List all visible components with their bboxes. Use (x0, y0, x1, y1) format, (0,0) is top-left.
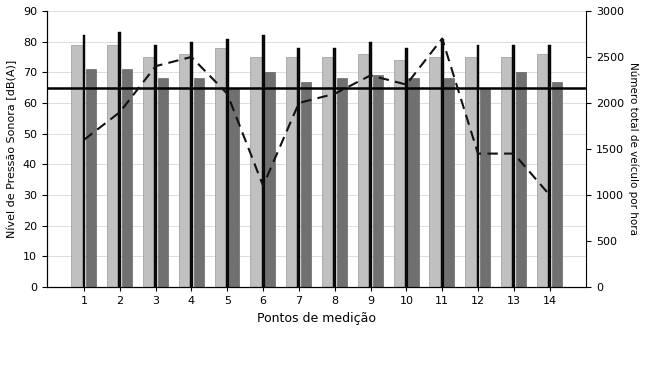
Bar (107, 45, 119, 287)
Bar (430, 57, 442, 287)
Bar (143, 57, 155, 287)
Bar (548, 45, 551, 287)
Y-axis label: Nível de Pressão Sonora [dB(A)]: Nível de Pressão Sonora [dB(A)] (7, 60, 17, 238)
Bar (122, 69, 132, 287)
Bar (512, 45, 515, 287)
Bar (230, 88, 239, 287)
Bar (297, 48, 301, 287)
Bar (119, 32, 121, 287)
Bar (408, 78, 419, 287)
Bar (537, 54, 550, 287)
Bar (301, 81, 311, 287)
Bar (337, 78, 347, 287)
Bar (194, 78, 204, 287)
Bar (501, 57, 513, 287)
Bar (265, 72, 275, 287)
Bar (72, 45, 84, 287)
Bar (441, 39, 444, 287)
Bar (322, 57, 335, 287)
Bar (262, 35, 264, 287)
Bar (480, 88, 490, 287)
Bar (154, 45, 157, 287)
Bar (179, 54, 192, 287)
Bar (551, 81, 562, 287)
Bar (86, 69, 96, 287)
Bar (250, 57, 263, 287)
Bar (477, 45, 479, 287)
Bar (226, 39, 229, 287)
Bar (444, 78, 454, 287)
Bar (215, 48, 227, 287)
Bar (83, 35, 85, 287)
Y-axis label: Número total de veículo por hora: Número total de veículo por hora (628, 63, 638, 236)
Bar (358, 54, 370, 287)
Bar (373, 75, 382, 287)
Bar (333, 48, 336, 287)
Bar (516, 72, 526, 287)
X-axis label: Pontos de medição: Pontos de medição (257, 312, 376, 325)
Bar (465, 57, 478, 287)
Bar (369, 42, 372, 287)
Bar (190, 42, 193, 287)
Bar (158, 78, 168, 287)
Bar (286, 57, 299, 287)
Bar (393, 60, 406, 287)
Bar (405, 48, 408, 287)
